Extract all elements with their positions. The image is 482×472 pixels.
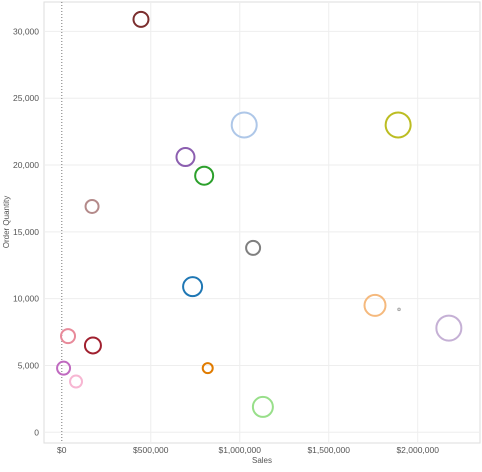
- y-axis-title: Order Quantity: [2, 196, 11, 248]
- data-points: [56, 10, 463, 418]
- y-tick-label: 15,000: [13, 227, 39, 237]
- y-tick-label: 30,000: [13, 26, 39, 36]
- y-tick-label: 20,000: [13, 160, 39, 170]
- x-tick-label: $1,000,000: [218, 445, 261, 455]
- x-tick-label: $1,500,000: [307, 445, 350, 455]
- x-tick-label: $2,000,000: [396, 445, 439, 455]
- data-point[interactable]: [60, 328, 77, 345]
- data-point[interactable]: [69, 374, 84, 389]
- data-point[interactable]: [175, 147, 196, 168]
- data-point[interactable]: [132, 10, 150, 28]
- data-point[interactable]: [230, 111, 258, 139]
- data-point[interactable]: [251, 395, 274, 418]
- data-point[interactable]: [384, 111, 412, 139]
- data-point[interactable]: [245, 239, 262, 256]
- y-tick-labels: 0 5,000 10,000 15,000 20,000 25,000 30,000: [13, 26, 39, 437]
- data-point[interactable]: [435, 314, 463, 342]
- data-point[interactable]: [363, 293, 387, 317]
- data-point[interactable]: [56, 360, 72, 376]
- data-point[interactable]: [83, 336, 102, 355]
- y-tick-label: 5,000: [18, 360, 40, 370]
- data-point[interactable]: [201, 362, 214, 375]
- data-point[interactable]: [182, 276, 204, 298]
- y-tick-label: 0: [34, 427, 39, 437]
- grid-lines: [44, 2, 480, 443]
- y-tick-label: 10,000: [13, 294, 39, 304]
- x-axis-title: Sales: [252, 456, 272, 465]
- data-point[interactable]: [84, 198, 100, 214]
- x-tick-labels: $0 $500,000 $1,000,000 $1,500,000 $2,000,000: [57, 445, 439, 455]
- plot-frame: [43, 1, 481, 444]
- data-point[interactable]: [397, 307, 401, 312]
- data-point[interactable]: [194, 165, 215, 186]
- x-tick-label: $0: [57, 445, 67, 455]
- x-tick-label: $500,000: [133, 445, 169, 455]
- y-tick-label: 25,000: [13, 93, 39, 103]
